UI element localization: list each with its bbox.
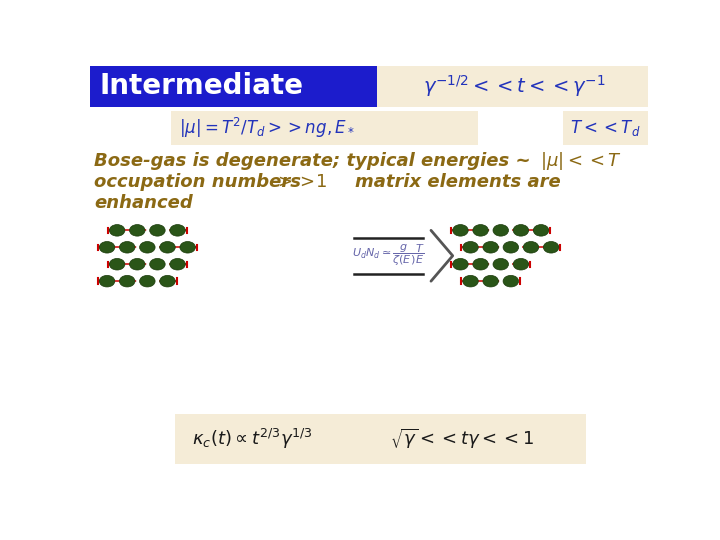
Ellipse shape [463,275,478,287]
Ellipse shape [483,275,498,287]
Ellipse shape [513,225,528,236]
Text: $\gamma^{-1/2} <<t<< \gamma^{-1}$: $\gamma^{-1/2} <<t<< \gamma^{-1}$ [423,73,606,99]
Text: Bose-gas is degenerate; typical energies ~: Bose-gas is degenerate; typical energies… [94,152,531,170]
Text: $|\mu|<<T$: $|\mu|<<T$ [539,150,621,172]
Bar [90,66,377,107]
Ellipse shape [150,225,165,236]
Ellipse shape [150,259,165,270]
Ellipse shape [170,225,185,236]
Ellipse shape [140,275,155,287]
Ellipse shape [483,241,498,253]
Bar [175,414,586,464]
Text: $\sqrt{\gamma} << t\gamma <<1$: $\sqrt{\gamma} << t\gamma <<1$ [390,427,534,451]
Text: occupation numbers: occupation numbers [94,173,301,191]
Ellipse shape [109,225,125,236]
Ellipse shape [130,225,145,236]
Ellipse shape [503,241,518,253]
Ellipse shape [453,225,468,236]
Bar [563,111,648,145]
Ellipse shape [160,241,175,253]
Ellipse shape [180,241,195,253]
Ellipse shape [513,259,528,270]
Ellipse shape [493,225,508,236]
Ellipse shape [140,241,155,253]
Ellipse shape [493,259,508,270]
Ellipse shape [160,275,175,287]
Ellipse shape [99,275,114,287]
Ellipse shape [120,241,135,253]
Ellipse shape [463,241,478,253]
Ellipse shape [473,225,488,236]
Ellipse shape [544,241,559,253]
Text: $|\mu| = T^2/T_d >> ng, E_*$: $|\mu| = T^2/T_d >> ng, E_*$ [179,116,355,140]
Ellipse shape [130,259,145,270]
Ellipse shape [473,259,488,270]
Text: Intermediate: Intermediate [99,72,303,100]
Ellipse shape [109,259,125,270]
Ellipse shape [453,259,468,270]
Ellipse shape [503,275,518,287]
Text: enhanced: enhanced [94,194,193,212]
Text: matrix elements are: matrix elements are [330,173,561,191]
Text: $>>\!1$: $>>\!1$ [274,173,328,191]
Text: $\kappa_c(t) \propto t^{2/3}\gamma^{1/3}$: $\kappa_c(t) \propto t^{2/3}\gamma^{1/3}… [192,427,313,451]
Ellipse shape [99,241,114,253]
Ellipse shape [120,275,135,287]
Text: $T << T_d$: $T << T_d$ [570,118,641,138]
Ellipse shape [534,225,549,236]
Ellipse shape [170,259,185,270]
Text: $U_d N_d \simeq \dfrac{g}{\zeta(E)} \dfrac{T}{E}$: $U_d N_d \simeq \dfrac{g}{\zeta(E)} \dfr… [352,243,425,268]
Ellipse shape [523,241,539,253]
Bar [375,66,648,107]
Bar [171,111,477,145]
